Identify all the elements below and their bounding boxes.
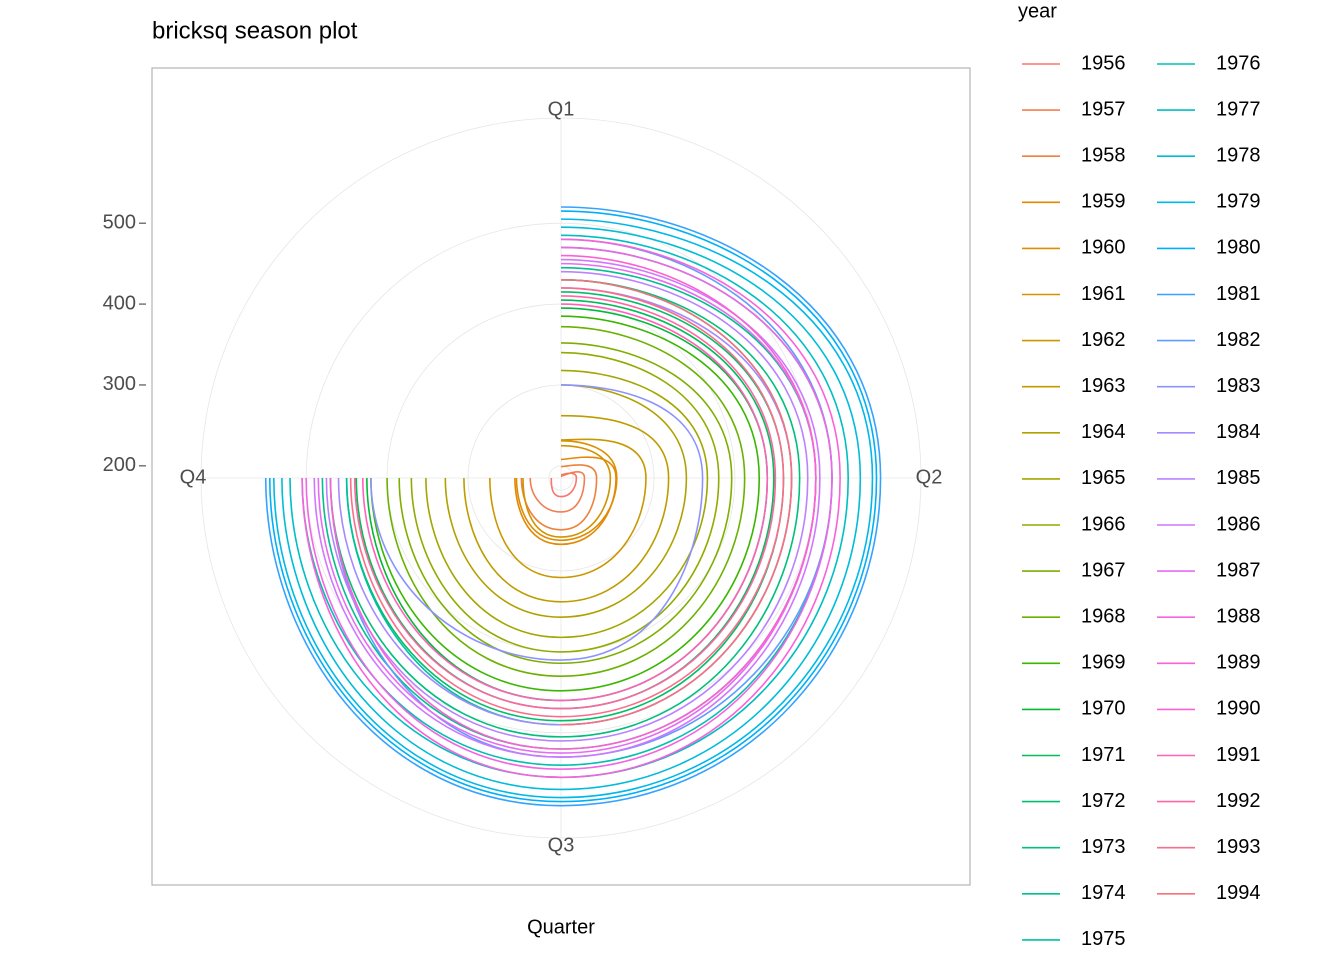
series-line (489, 438, 647, 579)
legend-label: 1990 (1216, 698, 1261, 720)
y-tick-label: 300 (103, 373, 136, 395)
legend-title: year (1018, 0, 1057, 22)
chart-title: bricksq season plot (152, 17, 358, 44)
legend-label: 1992 (1216, 790, 1261, 812)
legend-label: 1988 (1216, 605, 1261, 627)
series-line (522, 444, 612, 538)
series-line (550, 472, 578, 498)
legend-label: 1989 (1216, 652, 1261, 674)
panel-border (151, 67, 971, 886)
series-line (317, 262, 817, 754)
legend-label: 1963 (1081, 375, 1126, 397)
legend-label: 1987 (1216, 559, 1261, 581)
series-line (268, 210, 878, 803)
series-line (325, 270, 809, 742)
legend-label: 1994 (1216, 882, 1261, 904)
series-line (361, 303, 769, 702)
series-line (463, 414, 670, 603)
legend-label: 1982 (1216, 329, 1261, 351)
legend-label: 1986 (1216, 513, 1261, 535)
series-line (410, 351, 720, 653)
series-line (289, 234, 849, 779)
legend-label: 1964 (1081, 421, 1126, 443)
series-line (349, 287, 785, 718)
legend-label: 1960 (1081, 237, 1126, 259)
legend-label: 1991 (1216, 744, 1261, 766)
legend-label: 1981 (1216, 283, 1261, 305)
series-line (386, 325, 746, 678)
series-line (370, 315, 761, 692)
legend-label: 1968 (1081, 605, 1126, 627)
legend-label: 1977 (1216, 98, 1261, 120)
legend-label: 1967 (1081, 559, 1126, 581)
series-line (353, 295, 777, 710)
series-line (264, 206, 882, 807)
legend-label: 1980 (1216, 237, 1261, 259)
y-tick-label: 500 (103, 211, 136, 233)
series-line (345, 291, 785, 722)
x-axis-title: Quarter (527, 916, 595, 938)
legend-label: 1975 (1081, 928, 1126, 950)
series-line (444, 384, 688, 618)
legend-label: 1972 (1081, 790, 1126, 812)
series-line (305, 246, 833, 771)
legend-label: 1958 (1081, 144, 1126, 166)
series-line (301, 238, 841, 779)
legend-label: 1984 (1216, 421, 1261, 443)
series-line (425, 369, 709, 639)
series-line (520, 464, 598, 531)
legend-label: 1959 (1081, 191, 1126, 213)
legend-label: 1956 (1081, 52, 1126, 74)
series-line (529, 471, 586, 513)
series-line (281, 226, 862, 791)
series-line (329, 254, 817, 750)
legend-label: 1962 (1081, 329, 1126, 351)
legend-label: 1969 (1081, 652, 1126, 674)
series-line (560, 278, 793, 726)
legend-label: 1985 (1216, 467, 1261, 489)
y-tick-label: 400 (103, 292, 136, 314)
series-line (329, 238, 833, 758)
x-tick-label: Q3 (548, 834, 575, 856)
legend-label: 1966 (1081, 513, 1126, 535)
series-line (398, 342, 733, 665)
x-tick-label: Q1 (548, 98, 575, 120)
legend-label: 1973 (1081, 836, 1126, 858)
legend-label: 1993 (1216, 836, 1261, 858)
series-line (370, 384, 704, 661)
legend-label: 1983 (1216, 375, 1261, 397)
legend-label: 1965 (1081, 467, 1126, 489)
series-line (514, 456, 617, 546)
legend-label: 1957 (1081, 98, 1126, 120)
legend-label: 1979 (1216, 191, 1261, 213)
series-line (355, 299, 775, 710)
legend-label: 1971 (1081, 744, 1126, 766)
y-tick-label: 200 (103, 454, 136, 476)
legend-label: 1961 (1081, 283, 1126, 305)
series-line (273, 218, 874, 799)
legend-label: 1976 (1216, 52, 1261, 74)
x-tick-label: Q2 (916, 466, 943, 488)
legend-label: 1978 (1216, 144, 1261, 166)
x-tick-label: Q4 (180, 466, 207, 488)
legend-label: 1970 (1081, 698, 1126, 720)
series-line (329, 278, 801, 738)
legend-label: 1974 (1081, 882, 1126, 904)
series-line (515, 439, 618, 542)
